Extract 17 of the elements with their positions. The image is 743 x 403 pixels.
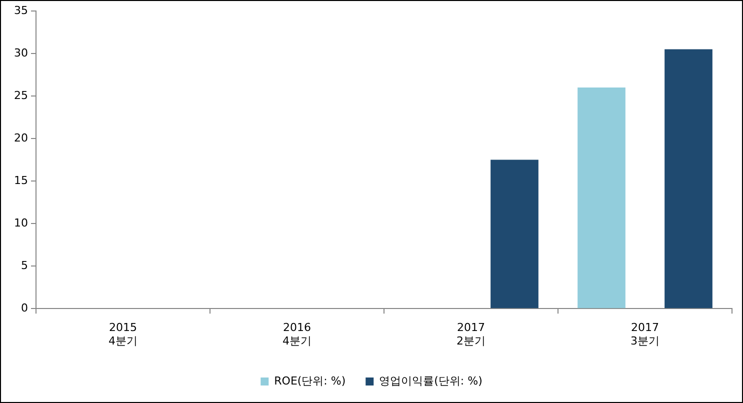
- x-tick-label: 2017 2분기: [456, 321, 486, 348]
- y-tick-label: 15: [14, 174, 28, 187]
- bar: [664, 49, 712, 308]
- x-tick-label: 2016 4분기: [282, 321, 312, 348]
- x-tick-label: 2015 4분기: [108, 321, 138, 348]
- y-tick-label: 5: [20, 258, 28, 272]
- x-tick-label: 2017 3분기: [630, 321, 660, 348]
- legend-label: ROE(단위: %): [274, 374, 346, 388]
- y-tick-label: 25: [14, 88, 28, 102]
- y-tick-label: 35: [14, 4, 28, 17]
- y-tick-label: 10: [14, 216, 28, 230]
- legend-label: 영업이익률(단위: %): [379, 374, 482, 388]
- bar: [490, 160, 538, 308]
- y-tick-label: 0: [20, 301, 28, 314]
- bar: [578, 88, 626, 308]
- y-tick-label: 30: [14, 46, 28, 60]
- y-tick-label: 20: [14, 131, 28, 144]
